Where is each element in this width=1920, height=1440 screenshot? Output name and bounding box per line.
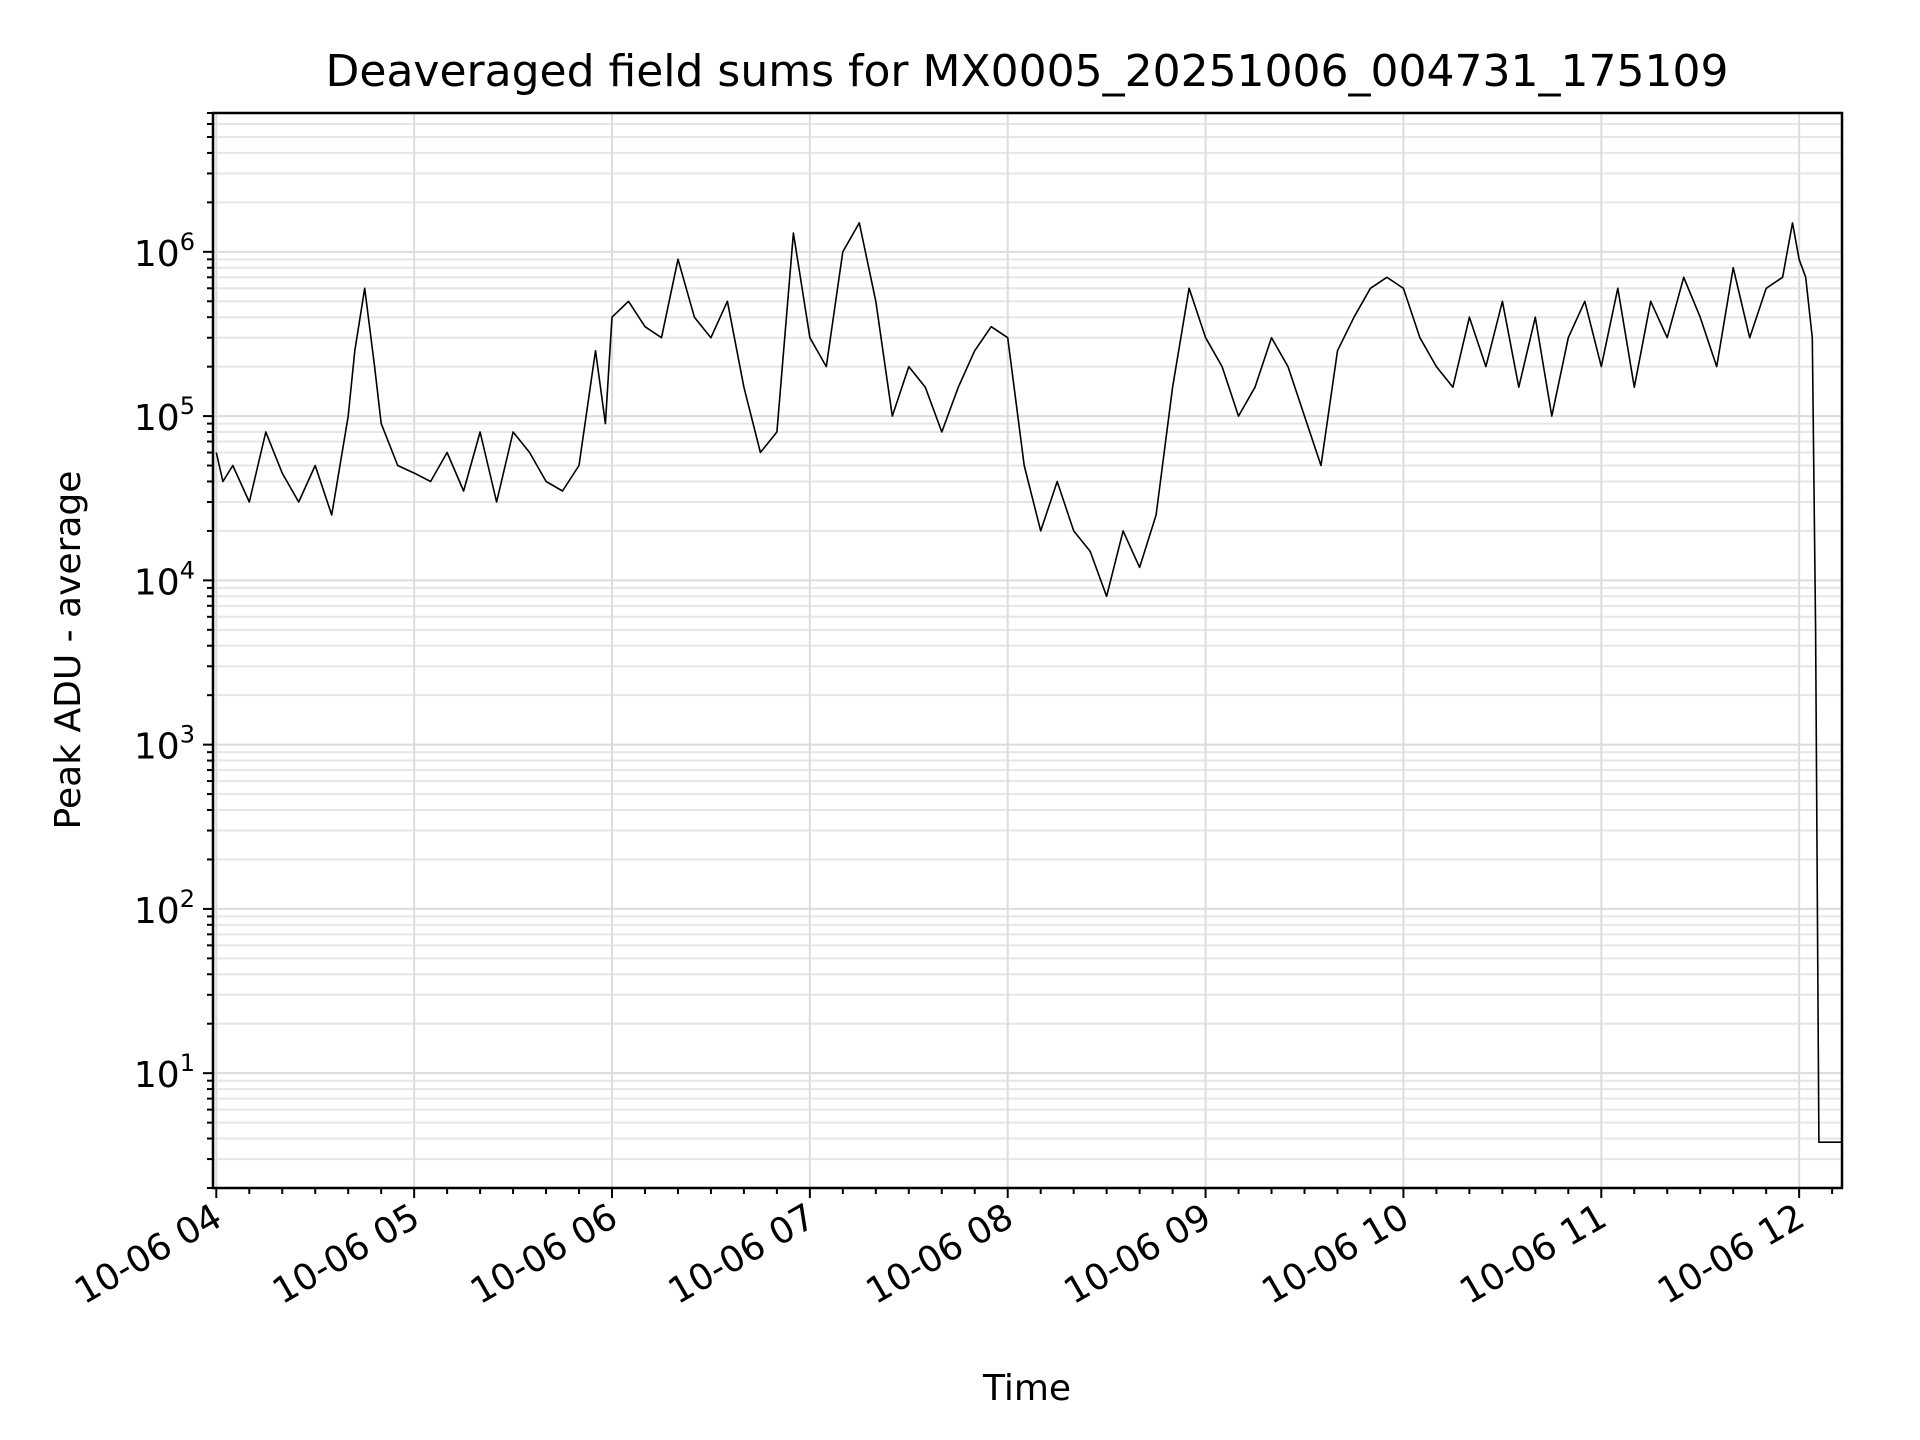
- y-tick-label: 101: [134, 1049, 195, 1096]
- y-axis-label: Peak ADU - average: [48, 471, 89, 830]
- y-tick-label: 106: [134, 228, 195, 275]
- plot-frame: [211, 111, 1844, 1190]
- y-tick-label: 105: [134, 392, 195, 439]
- y-tick-label: 102: [134, 885, 195, 932]
- y-tick-label: 103: [134, 721, 195, 768]
- chart-title: Deaveraged field sums for MX0005_2025100…: [326, 46, 1729, 97]
- series-layer: [215, 222, 1842, 1143]
- x-axis-label: Time: [982, 1368, 1071, 1409]
- series-line: [215, 222, 1842, 1143]
- grid-layer: [213, 112, 1842, 1189]
- y-tick-label: 104: [134, 556, 195, 603]
